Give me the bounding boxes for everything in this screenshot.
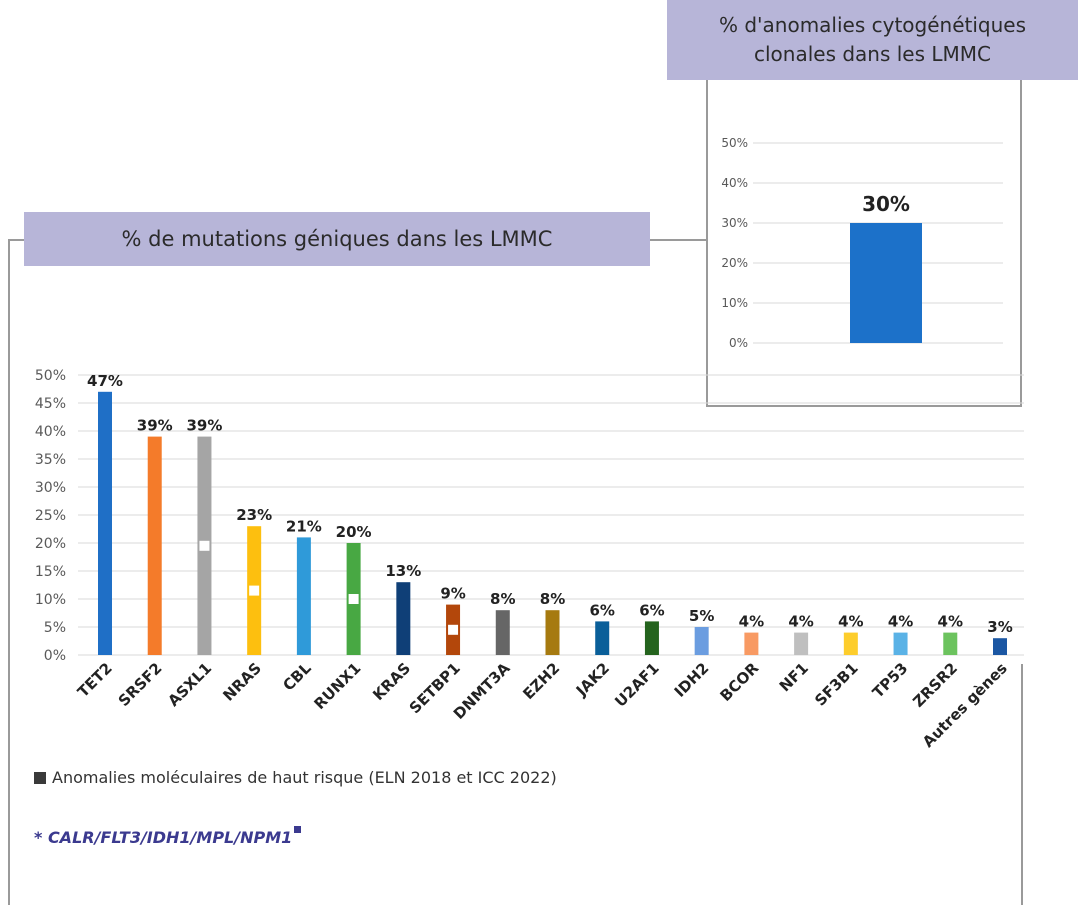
main-chart-title: % de mutations géniques dans les LMMC (24, 212, 650, 266)
data-label: 3% (987, 618, 1012, 636)
bar-bcor (744, 632, 759, 655)
inset-y-tick-label: 20% (721, 256, 748, 270)
inset-data-label: 30% (862, 192, 910, 216)
bar-dnmt3a (495, 610, 510, 655)
x-tick-label: NRAS (219, 659, 265, 705)
bar-sf3b1 (843, 632, 858, 655)
data-label: 9% (440, 585, 465, 603)
x-tick-label: EZH2 (519, 659, 563, 703)
x-tick-label: RUNX1 (310, 659, 364, 713)
inset-bar (850, 223, 922, 343)
high-risk-marker (199, 540, 210, 551)
main-bar-chart: 0% 5% 10% 15% 20% 25% 30% 35% 40% 45% 50% 47% TET2 39… (35, 368, 1024, 751)
inset-chart-panel: 0% 10% 20% 30% 40% 50% 30% (706, 80, 1022, 407)
bar-ezh2 (545, 610, 560, 655)
y-tick-label: 45% (35, 396, 66, 412)
bar-zrsr2 (943, 632, 958, 655)
x-tick-label: Autres gènes (919, 659, 1011, 751)
inset-y-tick-label: 40% (721, 176, 748, 190)
legend-label: Anomalies moléculaires de haut risque (E… (52, 768, 557, 787)
y-tick-label: 25% (35, 508, 66, 524)
y-tick-label: 50% (35, 368, 66, 384)
frame-top-right-line (650, 239, 706, 241)
bar-srsf2 (147, 436, 162, 655)
high-risk-marker (448, 624, 459, 635)
y-tick-label: 30% (35, 480, 66, 496)
data-label: 4% (888, 613, 913, 631)
y-tick-label: 40% (35, 424, 66, 440)
legend-swatch (34, 771, 46, 784)
footnote: * CALR/FLT3/IDH1/MPL/NPM1 (34, 826, 302, 847)
bar-tp53 (893, 632, 908, 655)
data-label: 6% (639, 601, 664, 619)
x-tick-label: SF3B1 (811, 659, 861, 709)
y-tick-label: 20% (35, 536, 66, 552)
data-label: 4% (838, 613, 863, 631)
y-tick-label: 0% (44, 648, 66, 664)
footnote-marker (294, 826, 302, 833)
x-tick-label: BCOR (716, 659, 762, 705)
data-label: 20% (336, 523, 372, 541)
bar-nf1 (794, 632, 809, 655)
data-label: 5% (689, 607, 714, 625)
inset-y-tick-label: 50% (721, 136, 748, 150)
x-tick-label: NF1 (776, 659, 812, 695)
x-tick-label: IDH2 (671, 659, 713, 701)
y-tick-label: 5% (44, 620, 66, 636)
inset-y-tick-label: 30% (721, 216, 748, 230)
inset-chart-title: % d'anomalies cytogénétiques clonales da… (667, 0, 1078, 80)
legend: Anomalies moléculaires de haut risque (E… (34, 768, 557, 787)
frame-right-line (1021, 664, 1023, 905)
x-tick-label: TP53 (869, 659, 912, 702)
bar-idh2 (694, 627, 709, 655)
high-risk-marker (348, 594, 359, 604)
x-tick-label: SRSF2 (115, 659, 166, 710)
data-label: 4% (739, 613, 764, 631)
inset-y-tick-label: 10% (721, 296, 748, 310)
data-label: 39% (186, 417, 222, 435)
x-tick-label: KRAS (369, 659, 414, 704)
data-label: 21% (286, 517, 322, 535)
x-tick-label: TET2 (74, 659, 116, 701)
x-tick-label: JAK2 (572, 659, 613, 700)
data-label: 39% (137, 417, 173, 435)
y-tick-label: 15% (35, 564, 66, 580)
bar-jak2 (595, 621, 610, 655)
data-label: 6% (589, 601, 614, 619)
bar-cbl (296, 537, 311, 655)
bar-tet2 (98, 391, 112, 655)
y-tick-label: 10% (35, 592, 66, 608)
bar-autres-gènes (993, 638, 1007, 655)
x-tick-label: ASXL1 (164, 659, 215, 710)
inset-y-tick-label: 0% (729, 336, 748, 350)
data-label: 47% (87, 372, 123, 390)
x-tick-label: U2AF1 (611, 659, 663, 711)
bar-kras (396, 582, 411, 655)
data-label: 4% (938, 613, 963, 631)
data-label: 13% (385, 562, 421, 580)
bar-u2af1 (644, 621, 659, 655)
data-label: 8% (490, 590, 515, 608)
high-risk-marker (249, 585, 260, 596)
frame-top-left-line (8, 239, 24, 241)
inset-bar-chart: 0% 10% 20% 30% 40% 50% 30% (721, 136, 1003, 350)
frame-left-line (8, 239, 10, 905)
y-tick-label: 35% (35, 452, 66, 468)
data-label: 8% (540, 590, 565, 608)
x-tick-label: CBL (279, 659, 315, 695)
data-label: 4% (788, 613, 813, 631)
data-label: 23% (236, 506, 272, 524)
footnote-text: * CALR/FLT3/IDH1/MPL/NPM1 (34, 828, 293, 847)
